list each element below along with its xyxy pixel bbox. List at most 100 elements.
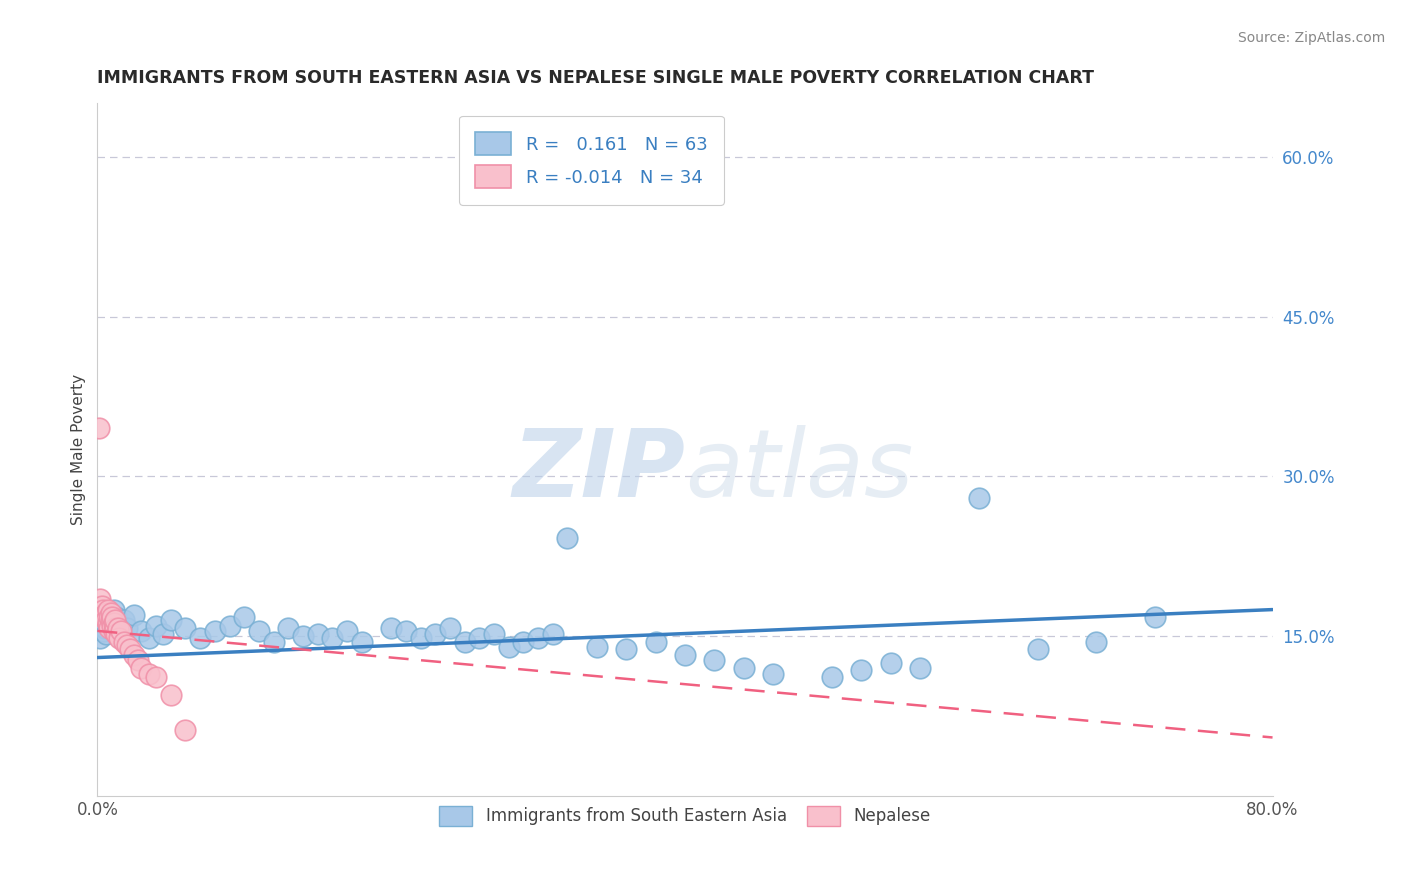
Point [498, 640, 520, 654]
Point [292, 629, 315, 643]
Point [967, 491, 990, 505]
Point [527, 632, 550, 646]
Point [98, 607, 121, 622]
Point [644, 634, 666, 648]
Point [131, 624, 153, 638]
Point [98, 610, 121, 624]
Point [103, 616, 125, 631]
Point [89, 632, 111, 646]
Point [118, 642, 141, 657]
Point [409, 632, 432, 646]
Point [110, 632, 132, 646]
Point [703, 653, 725, 667]
Point [90, 599, 112, 614]
Point [138, 632, 160, 646]
Point [100, 613, 122, 627]
Point [321, 632, 343, 646]
Point [91, 602, 114, 616]
Point [112, 613, 135, 627]
Point [425, 627, 447, 641]
Point [127, 653, 149, 667]
Point [541, 627, 564, 641]
Text: Source: ZipAtlas.com: Source: ZipAtlas.com [1237, 31, 1385, 45]
Point [105, 610, 128, 624]
Point [100, 606, 122, 620]
Point [204, 624, 226, 638]
Point [89, 591, 111, 606]
Point [307, 627, 329, 641]
Point [97, 613, 120, 627]
Point [159, 613, 181, 627]
Text: IMMIGRANTS FROM SOUTH EASTERN ASIA VS NEPALESE SINGLE MALE POVERTY CORRELATION C: IMMIGRANTS FROM SOUTH EASTERN ASIA VS NE… [97, 69, 1094, 87]
Point [104, 613, 127, 627]
Point [93, 621, 115, 635]
Point [1026, 642, 1049, 657]
Legend: Immigrants from South Eastern Asia, Nepalese: Immigrants from South Eastern Asia, Nepa… [433, 799, 938, 833]
Point [614, 642, 637, 657]
Point [93, 607, 115, 622]
Point [122, 607, 145, 622]
Point [159, 688, 181, 702]
Point [439, 621, 461, 635]
Point [908, 661, 931, 675]
Point [100, 621, 122, 635]
Point [395, 624, 418, 638]
Point [112, 634, 135, 648]
Point [90, 616, 112, 631]
Point [762, 666, 785, 681]
Point [131, 661, 153, 675]
Point [1085, 634, 1108, 648]
Point [380, 621, 402, 635]
Point [585, 640, 607, 654]
Point [277, 621, 299, 635]
Point [263, 634, 285, 648]
Point [733, 661, 755, 675]
Point [468, 632, 491, 646]
Point [115, 621, 138, 635]
Point [152, 627, 174, 641]
Point [188, 632, 211, 646]
Point [110, 624, 132, 638]
Point [1143, 610, 1166, 624]
Point [87, 421, 110, 435]
Point [101, 618, 124, 632]
Point [482, 627, 505, 641]
Point [107, 621, 129, 635]
Point [108, 632, 131, 646]
Point [108, 618, 131, 632]
Point [851, 663, 873, 677]
Point [105, 627, 128, 641]
Point [557, 531, 579, 545]
Point [233, 610, 256, 624]
Point [101, 616, 124, 631]
Point [821, 670, 844, 684]
Point [879, 656, 901, 670]
Point [97, 616, 120, 631]
Point [97, 602, 120, 616]
Point [98, 621, 121, 635]
Text: atlas: atlas [685, 425, 912, 516]
Point [103, 602, 125, 616]
Y-axis label: Single Male Poverty: Single Male Poverty [72, 374, 86, 525]
Point [101, 610, 124, 624]
Point [247, 624, 270, 638]
Point [104, 621, 127, 635]
Point [350, 634, 373, 648]
Point [103, 624, 125, 638]
Point [104, 624, 127, 638]
Point [138, 666, 160, 681]
Point [122, 648, 145, 663]
Point [145, 670, 167, 684]
Point [145, 618, 167, 632]
Point [174, 621, 197, 635]
Point [96, 613, 118, 627]
Point [96, 606, 118, 620]
Text: ZIP: ZIP [512, 425, 685, 516]
Point [91, 624, 114, 638]
Point [174, 723, 197, 737]
Point [218, 618, 240, 632]
Point [512, 634, 534, 648]
Point [96, 627, 118, 641]
Point [115, 638, 138, 652]
Point [673, 648, 696, 663]
